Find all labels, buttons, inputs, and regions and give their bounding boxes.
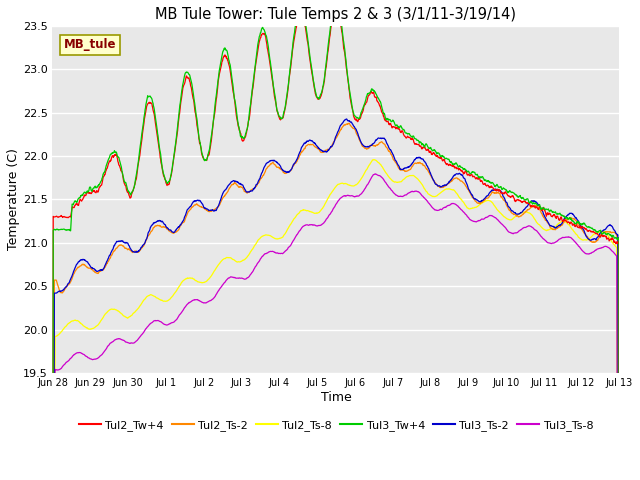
Title: MB Tule Tower: Tule Temps 2 & 3 (3/1/11-3/19/14): MB Tule Tower: Tule Temps 2 & 3 (3/1/11-…	[156, 7, 516, 22]
Legend: Tul2_Tw+4, Tul2_Ts-2, Tul2_Ts-8, Tul3_Tw+4, Tul3_Ts-2, Tul3_Ts-8: Tul2_Tw+4, Tul2_Ts-2, Tul2_Ts-8, Tul3_Tw…	[74, 415, 598, 435]
X-axis label: Time: Time	[321, 391, 351, 404]
Y-axis label: Temperature (C): Temperature (C)	[7, 148, 20, 251]
Text: MB_tule: MB_tule	[64, 38, 116, 51]
